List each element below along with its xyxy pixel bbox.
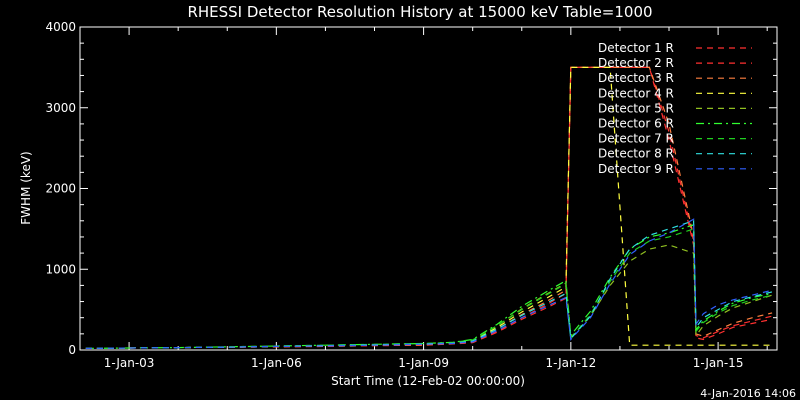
y-tick-label: 2000: [45, 182, 76, 196]
legend-label-detector-6: Detector 6 R: [598, 117, 674, 131]
legend-label-detector-8: Detector 8 R: [598, 147, 674, 161]
legend-label-detector-9: Detector 9 R: [598, 162, 674, 176]
y-axis-label: FWHM (keV): [19, 151, 33, 224]
x-tick-label: 1-Jan-09: [398, 356, 449, 370]
timestamp: 4-Jan-2016 14:06: [700, 387, 796, 400]
x-axis-label: Start Time (12-Feb-02 00:00:00): [331, 374, 525, 388]
plot-area: 0 1000 2000 3000 4000 1-Jan-03 1-Jan-06 1-Jan-0…: [45, 20, 778, 370]
x-tick-label: 1-Jan-12: [545, 356, 596, 370]
chart-title: RHESSI Detector Resolution History at 15…: [187, 3, 652, 21]
legend-label-detector-2: Detector 2 R: [598, 56, 674, 70]
series-line-detector-9: [85, 218, 773, 349]
y-tick-label: 1000: [45, 262, 76, 276]
y-tick-label: 4000: [45, 20, 76, 34]
x-tick-label: 1-Jan-06: [251, 356, 302, 370]
y-tick-label: 0: [68, 343, 76, 357]
legend-label-detector-5: Detector 5 R: [598, 101, 674, 115]
x-tick-label: 1-Jan-15: [693, 356, 744, 370]
legend-label-detector-4: Detector 4 R: [598, 86, 674, 100]
y-tick-label: 3000: [45, 101, 76, 115]
legend-label-detector-7: Detector 7 R: [598, 132, 674, 146]
legend-label-detector-3: Detector 3 R: [598, 71, 674, 85]
legend-label-detector-1: Detector 1 R: [598, 41, 674, 55]
x-tick-label: 1-Jan-03: [104, 356, 155, 370]
